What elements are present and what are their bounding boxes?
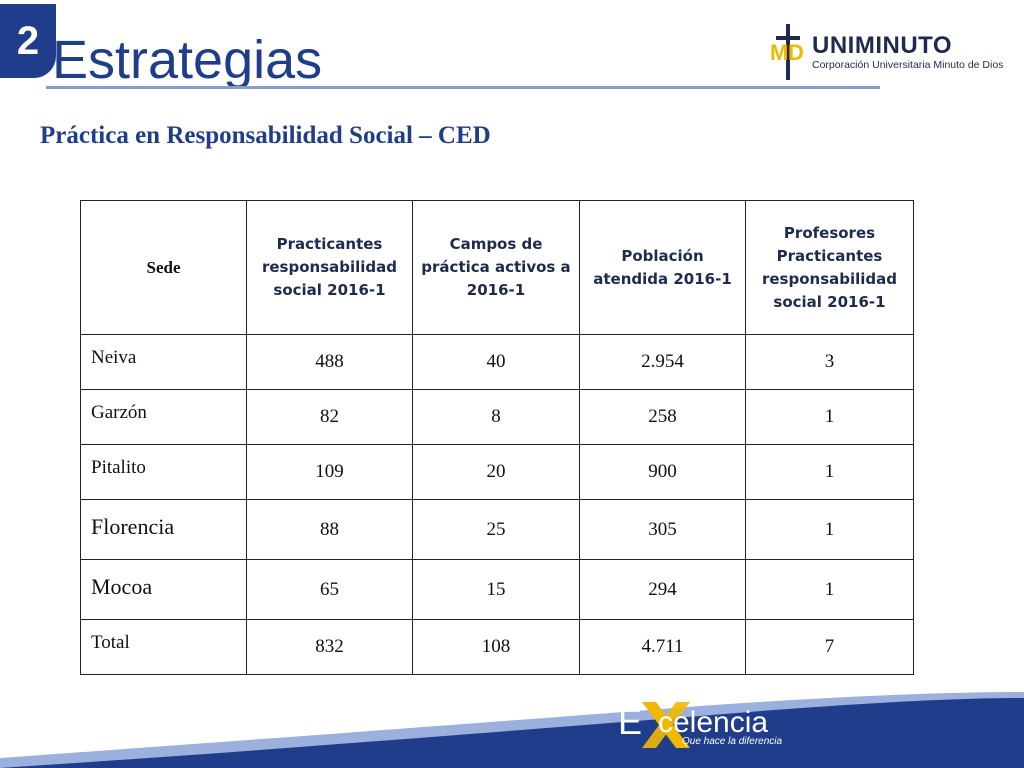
cell-poblacion: 258	[579, 389, 746, 445]
slide-title: Estrategias	[52, 30, 323, 90]
cell-sede: Neiva	[80, 334, 247, 390]
column-header-sede: Sede	[80, 200, 247, 335]
column-header-profesores: Profesores Practicantes responsabilidad …	[745, 200, 914, 335]
cell-sede: Florencia	[80, 499, 247, 560]
cell-practicantes: 109	[246, 444, 413, 500]
cell-profesores: 1	[745, 499, 914, 560]
cell-campos: 108	[412, 619, 580, 675]
table-row: Florencia 88 25 305 1	[80, 499, 914, 560]
table-row: Mocoa 65 15 294 1	[80, 559, 914, 620]
cell-campos: 25	[412, 499, 580, 560]
title-underline	[46, 86, 880, 89]
table-row: Garzón 82 8 258 1	[80, 389, 914, 445]
cell-sede: Total	[80, 619, 247, 675]
excelencia-x-icon	[642, 702, 690, 748]
table-row: Pitalito 109 20 900 1	[80, 444, 914, 500]
svg-text:D: D	[788, 40, 804, 65]
footer-wave	[0, 692, 1024, 768]
excelencia-initial: E	[618, 701, 643, 742]
logo-brand-name: UNIMINUTO	[812, 32, 953, 59]
cell-poblacion: 2.954	[579, 334, 746, 390]
cell-practicantes: 488	[246, 334, 413, 390]
cell-poblacion: 294	[579, 559, 746, 620]
cell-campos: 20	[412, 444, 580, 500]
cell-practicantes: 88	[246, 499, 413, 560]
cell-sede: Pitalito	[80, 444, 247, 500]
cell-poblacion: 305	[579, 499, 746, 560]
slide-subtitle: Práctica en Responsabilidad Social – CED	[40, 122, 491, 149]
cell-profesores: 1	[745, 559, 914, 620]
cell-profesores: 7	[745, 619, 914, 675]
uniminuto-emblem-icon: M D	[770, 24, 804, 80]
column-header-campos: Campos de práctica activos a 2016-1	[412, 200, 580, 335]
cell-profesores: 1	[745, 444, 914, 500]
excelencia-logo: E celencia Que hace la diferencia	[614, 698, 784, 754]
cell-practicantes: 832	[246, 619, 413, 675]
column-header-poblacion: Población atendida 2016-1	[579, 200, 746, 335]
logo-tagline: Corporación Universitaria Minuto de Dios	[812, 59, 1004, 71]
column-header-practicantes: Practicantes responsabilidad social 2016…	[246, 200, 413, 335]
slide-number-badge: 2	[0, 4, 56, 78]
cell-campos: 8	[412, 389, 580, 445]
cell-practicantes: 82	[246, 389, 413, 445]
excelencia-tagline: Que hace la diferencia	[682, 736, 783, 747]
slide-number: 2	[16, 19, 40, 63]
cell-campos: 15	[412, 559, 580, 620]
table-header-row: Sede Practicantes responsabilidad social…	[80, 200, 914, 335]
cell-practicantes: 65	[246, 559, 413, 620]
table-row: Neiva 488 40 2.954 3	[80, 334, 914, 390]
cell-profesores: 1	[745, 389, 914, 445]
excelencia-word: celencia	[658, 706, 769, 739]
cell-poblacion: 4.711	[579, 619, 746, 675]
table-row-total: Total 832 108 4.711 7	[80, 619, 914, 675]
cell-sede: Garzón	[80, 389, 247, 445]
cell-campos: 40	[412, 334, 580, 390]
uniminuto-logo: M D UNIMINUTO Corporación Universitaria …	[766, 22, 1003, 84]
cell-sede: Mocoa	[80, 559, 247, 620]
cell-poblacion: 900	[579, 444, 746, 500]
svg-text:M: M	[770, 40, 788, 65]
cell-profesores: 3	[745, 334, 914, 390]
data-table: Sede Practicantes responsabilidad social…	[80, 200, 914, 675]
